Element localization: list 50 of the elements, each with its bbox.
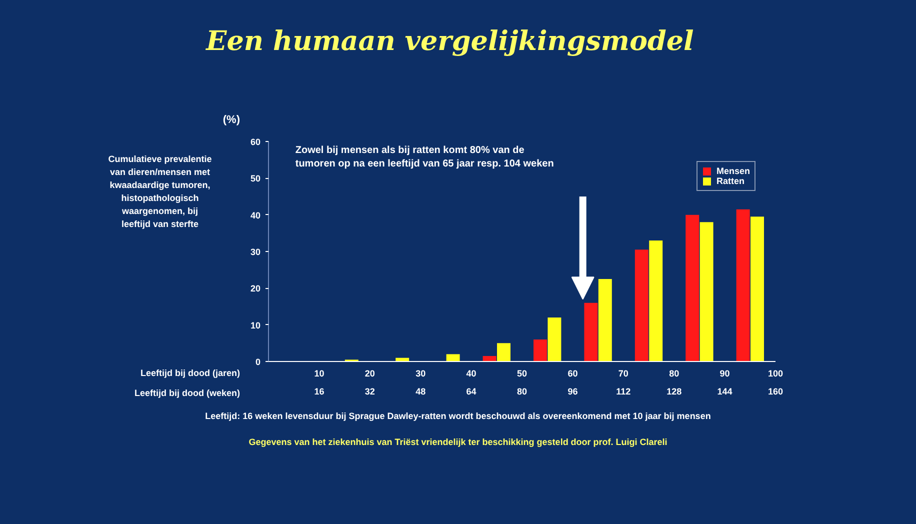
text: Gegevens van het ziekenhuis van Triëst vriendelijk ter beschikking gesteld door prof. Luigi Clareli [248,436,668,449]
chart-title: Een humaan vergelijkingsmodel [206,25,694,59]
x2-tick-label: 48 [416,386,426,396]
x-tick-label: 80 [669,368,680,378]
x-tick-label: 70 [618,368,628,378]
y-tick-label: 20 [250,284,261,294]
legend-label: Ratten [716,176,744,186]
y-tick-label: 0 [255,357,261,367]
bar [584,302,598,362]
bar [700,222,714,362]
bar [548,318,562,362]
x2-tick-label: 80 [516,386,528,396]
x-tick-label: 90 [720,368,730,378]
x2-tick-label: 64 [466,386,476,396]
x-tick-label: 50 [516,368,528,378]
x-tick-label: 30 [416,368,426,378]
x2-tick-label: 144 [717,386,732,396]
y-tick-label: 50 [250,174,261,184]
x2-axis-title: Leeftijd bij dood (weken) [134,387,240,400]
bar [497,343,510,362]
x2-tick-label: 96 [568,386,578,396]
x2-tick-label: 112 [616,386,631,396]
bar [534,340,547,362]
bar [598,279,612,362]
x2-tick-label: 16 [314,386,324,396]
bar [446,354,460,362]
bar [750,216,764,362]
bar [649,240,663,362]
bar [736,209,750,362]
annotation: Zowel bij mensen als bij ratten komt 80% van de tumoren op na een leeftijd van 65 jaar resp. 104 weken [295,145,554,170]
legend-label: Mensen [716,166,750,176]
x-tick-label: 10 [314,368,324,378]
bar [482,356,496,362]
x2-tick-label: 128 [666,386,682,396]
x2-tick-label: 160 [768,386,784,396]
y-tick-label: 40 [250,210,261,220]
bar [634,250,648,362]
x-tick-label: 100 [768,368,784,378]
x-tick-label: 20 [364,368,375,378]
text: Cumulatieve prevalentie van dieren/mensen met kwaadaardige tumoren, histopathologisch waargenomen, bij leeftijd van sterfte [108,153,212,232]
y-tick-label: 60 [250,137,261,147]
text: Leeftijd: 16 weken levensduur bij Sprague Dawley-ratten wordt beschouwd als overeenkomend met 10 jaar bij mensen [205,410,711,423]
x-axis-title: Leeftijd bij dood (jaren) [140,367,240,380]
y-axis-title: (%) [222,113,240,128]
x-tick-label: 60 [568,368,578,378]
bar [686,214,700,362]
x2-tick-label: 32 [364,386,375,396]
y-tick-label: 10 [250,320,261,330]
x-tick-label: 40 [466,368,476,378]
y-tick-label: 30 [250,247,261,257]
